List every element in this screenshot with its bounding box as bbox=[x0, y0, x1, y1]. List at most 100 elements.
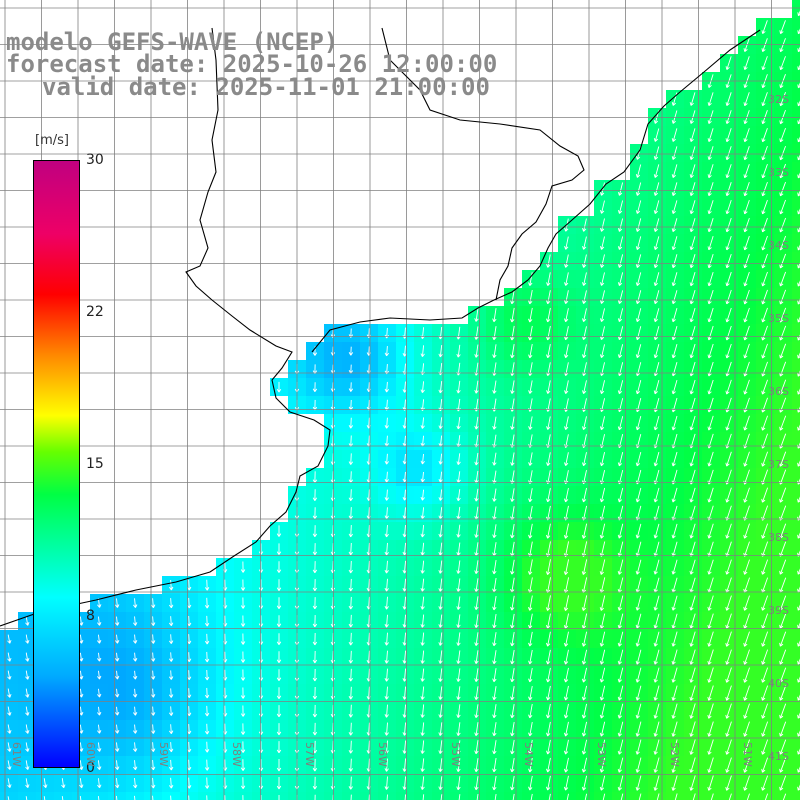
wind-arrow bbox=[599, 254, 605, 268]
wind-cell bbox=[792, 576, 800, 594]
wind-arrow bbox=[635, 631, 642, 647]
wind-arrow bbox=[779, 685, 787, 701]
wind-arrow bbox=[348, 614, 354, 628]
wind-arrow bbox=[204, 615, 210, 627]
wind-arrow bbox=[653, 757, 660, 773]
wind-arrow bbox=[312, 686, 318, 700]
wind-arrow bbox=[527, 595, 533, 611]
wind-arrow bbox=[671, 128, 678, 142]
wind-arrow bbox=[204, 669, 210, 681]
wind-cell bbox=[792, 612, 800, 630]
wind-arrow bbox=[761, 325, 768, 341]
wind-arrow bbox=[581, 308, 587, 322]
wind-arrow bbox=[545, 523, 551, 539]
wind-cell bbox=[792, 486, 800, 504]
wind-arrow bbox=[779, 56, 786, 71]
wind-arrow bbox=[671, 290, 678, 305]
wind-arrow bbox=[492, 344, 497, 358]
wind-arrow bbox=[114, 688, 120, 698]
wind-cell bbox=[792, 432, 800, 450]
wind-arrow bbox=[635, 236, 642, 250]
wind-cell bbox=[792, 630, 800, 648]
wind-arrow bbox=[97, 706, 102, 716]
wind-arrow bbox=[581, 452, 587, 467]
lat-label: 34S bbox=[768, 239, 789, 252]
wind-arrow bbox=[707, 164, 714, 179]
wind-arrow bbox=[132, 724, 138, 734]
wind-arrow bbox=[671, 703, 678, 719]
wind-arrow bbox=[528, 488, 533, 503]
wind-arrow bbox=[599, 757, 606, 773]
wind-arrow bbox=[492, 632, 497, 647]
wind-arrow bbox=[761, 685, 769, 701]
wind-arrow bbox=[761, 92, 768, 107]
wind-arrow bbox=[348, 722, 353, 736]
wind-arrow bbox=[7, 688, 12, 698]
wind-cell bbox=[648, 792, 666, 800]
wind-cell bbox=[126, 792, 144, 800]
wind-cell bbox=[702, 792, 720, 800]
wind-arrow bbox=[635, 182, 642, 196]
wind-arrow bbox=[635, 523, 642, 539]
wind-arrow bbox=[689, 379, 696, 395]
wind-arrow bbox=[404, 794, 407, 800]
wind-arrow bbox=[492, 559, 497, 575]
wind-arrow bbox=[564, 290, 569, 305]
wind-arrow bbox=[689, 451, 696, 467]
wind-arrow bbox=[581, 559, 588, 575]
wind-arrow bbox=[653, 631, 660, 647]
wind-arrow bbox=[546, 685, 551, 701]
wind-cell bbox=[792, 54, 800, 72]
wind-arrow bbox=[653, 200, 660, 214]
wind-arrow bbox=[743, 703, 750, 719]
wind-arrow bbox=[97, 688, 102, 698]
wind-arrow bbox=[276, 687, 282, 700]
wind-arrow bbox=[779, 379, 787, 395]
wind-arrow bbox=[779, 631, 787, 647]
wind-arrow bbox=[151, 777, 156, 789]
wind-arrow bbox=[563, 739, 569, 755]
wind-arrow bbox=[689, 595, 696, 611]
wind-arrow bbox=[456, 722, 461, 736]
wind-arrow bbox=[7, 724, 12, 734]
wind-arrow bbox=[707, 128, 714, 143]
wind-arrow bbox=[168, 598, 174, 609]
lat-label: 36S bbox=[768, 385, 789, 398]
wind-cell bbox=[792, 756, 800, 774]
wind-arrow bbox=[420, 489, 425, 501]
wind-arrow bbox=[492, 650, 497, 665]
wind-arrow bbox=[671, 326, 678, 341]
wind-arrow bbox=[528, 613, 533, 629]
wind-arrow bbox=[420, 417, 425, 429]
wind-arrow bbox=[584, 793, 588, 800]
wind-arrow bbox=[743, 649, 750, 665]
wind-arrow bbox=[617, 613, 624, 629]
wind-arrow bbox=[276, 525, 282, 537]
wind-arrow bbox=[25, 688, 30, 698]
wind-arrow bbox=[563, 775, 569, 791]
wind-arrow bbox=[599, 721, 606, 737]
wind-arrow bbox=[743, 253, 750, 269]
wind-cell bbox=[792, 522, 800, 540]
wind-arrow bbox=[563, 667, 569, 683]
wind-arrow bbox=[204, 723, 210, 735]
wind-arrow bbox=[115, 742, 120, 752]
lat-label: 32S bbox=[768, 93, 789, 106]
wind-arrow bbox=[456, 776, 461, 791]
wind-arrow bbox=[563, 487, 569, 503]
wind-arrow bbox=[25, 742, 30, 752]
wind-arrow bbox=[474, 614, 479, 628]
wind-arrow bbox=[581, 631, 588, 647]
wind-arrow bbox=[761, 415, 768, 431]
wind-arrow bbox=[725, 164, 732, 179]
wind-cell bbox=[792, 288, 800, 306]
wind-arrow bbox=[476, 794, 479, 800]
wind-arrow bbox=[779, 667, 787, 683]
wind-cell bbox=[792, 450, 800, 468]
wind-arrow bbox=[492, 758, 497, 773]
wind-arrow bbox=[510, 523, 515, 539]
wind-arrow bbox=[528, 775, 533, 791]
wind-arrow bbox=[564, 254, 569, 268]
wind-arrow bbox=[240, 687, 246, 699]
wind-cell bbox=[792, 774, 800, 792]
